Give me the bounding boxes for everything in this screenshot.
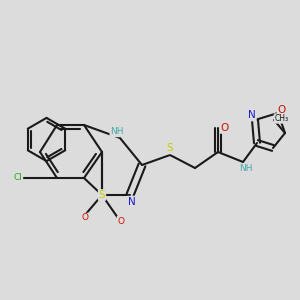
Text: Cl: Cl: [14, 173, 22, 182]
Text: CH₃: CH₃: [274, 114, 289, 123]
Text: N: N: [248, 110, 256, 121]
Text: NH: NH: [239, 164, 253, 173]
Text: S: S: [99, 190, 105, 200]
Text: O: O: [278, 105, 286, 115]
Text: NH: NH: [110, 128, 124, 136]
Text: O: O: [220, 123, 229, 133]
Text: N: N: [128, 196, 135, 207]
Text: O: O: [82, 214, 88, 223]
Text: O: O: [118, 217, 124, 226]
Text: S: S: [167, 143, 173, 153]
